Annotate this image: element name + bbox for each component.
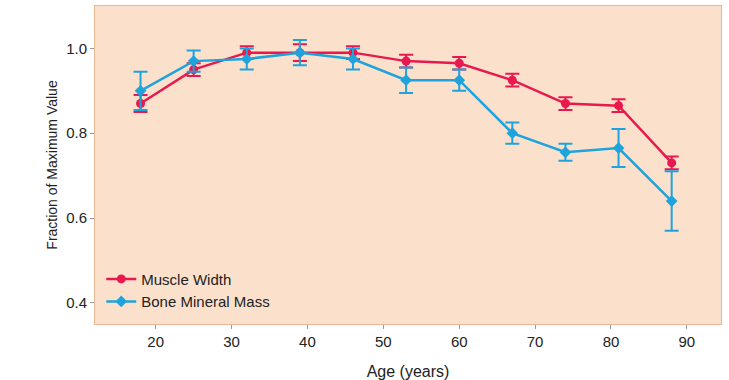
svg-text:80: 80	[603, 333, 620, 350]
svg-text:Muscle Width: Muscle Width	[141, 271, 231, 288]
svg-text:60: 60	[451, 333, 468, 350]
svg-text:70: 70	[527, 333, 544, 350]
svg-text:20: 20	[147, 333, 164, 350]
svg-text:50: 50	[375, 333, 392, 350]
svg-text:0.4: 0.4	[66, 294, 87, 311]
svg-text:1.0: 1.0	[66, 40, 87, 57]
svg-text:Age (years): Age (years)	[367, 363, 450, 380]
svg-text:0.6: 0.6	[66, 209, 87, 226]
svg-text:Fraction of Maximum Value: Fraction of Maximum Value	[44, 80, 60, 250]
svg-text:Bone Mineral Mass: Bone Mineral Mass	[141, 293, 269, 310]
svg-text:30: 30	[223, 333, 240, 350]
svg-text:90: 90	[679, 333, 696, 350]
svg-text:40: 40	[299, 333, 316, 350]
svg-text:0.8: 0.8	[66, 124, 87, 141]
